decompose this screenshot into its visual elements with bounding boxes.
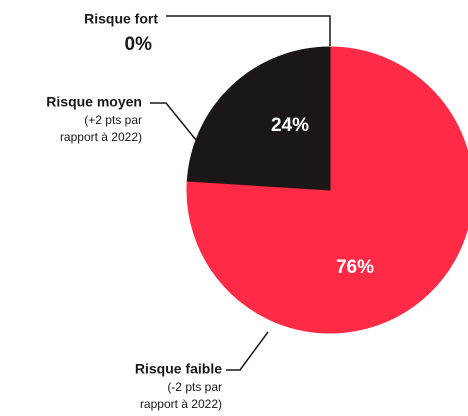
category-label: Risque moyen bbox=[46, 94, 142, 110]
annotation: rapport à 2022) bbox=[60, 130, 142, 144]
category-label: Risque faible bbox=[135, 361, 222, 377]
value-label: 24% bbox=[271, 115, 309, 136]
annotation: rapport à 2022) bbox=[140, 397, 222, 411]
pie-slice bbox=[186, 46, 331, 191]
leader-line bbox=[226, 331, 269, 371]
leader-line bbox=[166, 15, 331, 46]
value-label: 76% bbox=[336, 257, 374, 278]
value-label: 0% bbox=[125, 34, 153, 55]
category-label: Risque fort bbox=[84, 11, 158, 27]
annotation: (-2 pts par bbox=[167, 380, 222, 394]
leader-line bbox=[150, 102, 197, 141]
annotation: (+2 pts par bbox=[84, 113, 142, 127]
